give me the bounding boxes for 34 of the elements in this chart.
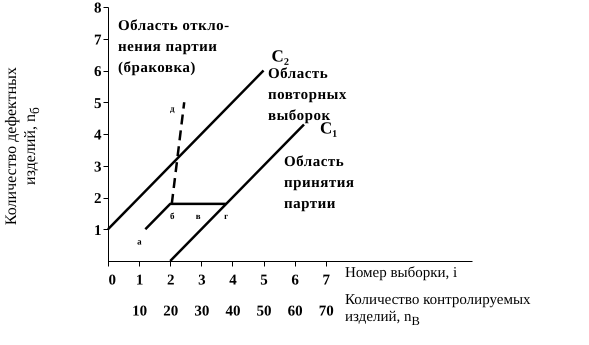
y-tick-label: 2: [94, 191, 102, 207]
x-tick-label: 5: [260, 272, 268, 288]
x-tick-label: 6: [291, 272, 300, 288]
x-tick-label: 1: [136, 272, 144, 288]
x2-tick-label: 70: [318, 304, 334, 320]
x-tick-label: 7: [322, 272, 331, 288]
annotation: Область принятия партии: [284, 153, 356, 214]
annotation: Область откло-нения партии (браковка): [118, 17, 231, 78]
y-tick-label: 7: [94, 32, 102, 48]
annotation: в: [196, 210, 201, 221]
annotation: г: [224, 210, 228, 221]
y-tick-label: 8: [94, 0, 102, 16]
x2-tick-label: 60: [288, 304, 303, 320]
y-tick-label: 6: [94, 64, 102, 80]
y-tick-label: 4: [94, 128, 102, 144]
y-tick-label: 1: [94, 222, 102, 239]
annotation: д: [170, 103, 175, 114]
x2-axis-title: Количество контролируемых изделий, n$_{В}$: [345, 292, 532, 330]
x-tick-label: 0: [108, 272, 116, 288]
x2-tick-label: 30: [194, 304, 210, 320]
x-tick-label: 4: [229, 272, 238, 288]
x2-tick-label: 40: [225, 304, 240, 320]
x2-tick-label: 10: [132, 304, 148, 320]
annotation: Область повторных выборок: [268, 65, 348, 124]
y-tick-label: 5: [94, 96, 102, 112]
x-axis-title: Номер выборки, i: [345, 265, 458, 282]
annotation: а: [137, 236, 142, 246]
x-tick-label: 3: [198, 272, 206, 288]
x2-tick-label: 20: [163, 304, 178, 320]
series-label: C₂: [272, 46, 289, 66]
annotation: б: [170, 210, 175, 221]
y-tick-label: 3: [94, 159, 102, 176]
x-tick-label: 2: [166, 272, 174, 288]
x2-tick-label: 50: [256, 304, 272, 320]
